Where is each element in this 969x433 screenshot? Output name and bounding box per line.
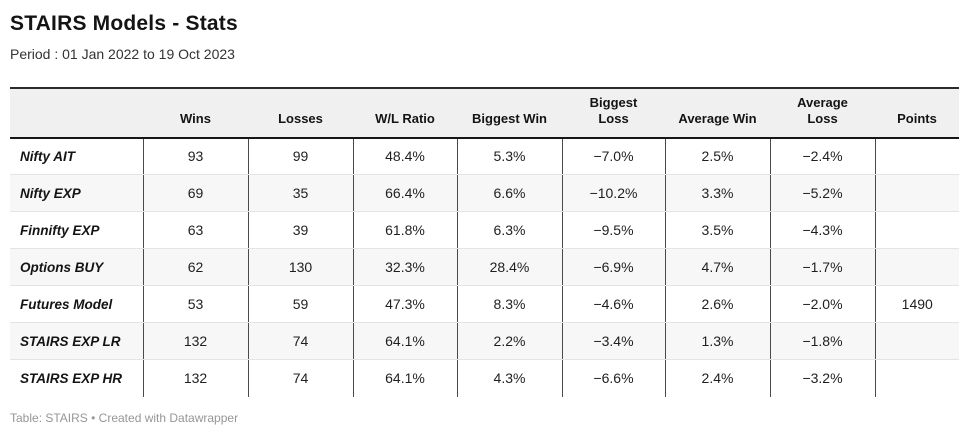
cell: 2.4% — [664, 359, 770, 397]
page-subtitle: Period : 01 Jan 2022 to 19 Oct 2023 — [10, 46, 235, 62]
row-label: STAIRS EXP LR — [10, 322, 143, 360]
footer-credit: Table: STAIRS • Created with Datawrapper — [10, 410, 239, 425]
cell: 63 — [142, 211, 248, 249]
cell: 93 — [142, 137, 248, 175]
table-row-stairs-exp-lr: STAIRS EXP LR 132 74 64.1% 2.2% −3.4% 1.… — [10, 322, 959, 360]
cell — [874, 248, 959, 286]
table-row-futures-model: Futures Model 53 59 47.3% 8.3% −4.6% 2.6… — [10, 285, 959, 323]
table-row-finnifty-exp: Finnifty EXP 63 39 61.8% 6.3% −9.5% 3.5%… — [10, 211, 959, 249]
cell: −7.0% — [561, 137, 665, 175]
cell: 39 — [247, 211, 353, 249]
cell: 3.5% — [664, 211, 770, 249]
row-label: STAIRS EXP HR — [20, 370, 123, 386]
cell: 5.3% — [456, 137, 562, 175]
cell: −1.7% — [769, 248, 875, 286]
cell — [874, 211, 959, 249]
cell — [874, 359, 959, 397]
cell: −9.5% — [561, 211, 665, 249]
cell: −5.2% — [769, 174, 875, 212]
cell: 4.7% — [664, 248, 770, 286]
cell: −2.0% — [769, 285, 875, 323]
cell: 35 — [247, 174, 353, 212]
table-row-nifty-ait: Nifty AIT 93 99 48.4% 5.3% −7.0% 2.5% −2… — [10, 137, 959, 175]
cell: 3.3% — [664, 174, 770, 212]
cell: −4.6% — [561, 285, 665, 323]
column-header-average-loss: Average Loss — [770, 87, 875, 139]
cell: −4.3% — [769, 211, 875, 249]
cell: 6.6% — [456, 174, 562, 212]
cell: 69 — [142, 174, 248, 212]
column-header-losses: Losses — [248, 87, 353, 139]
cell: 74 — [247, 359, 353, 397]
cell: −2.4% — [769, 137, 875, 175]
table-header: Wins Losses W/L Ratio Biggest Win Bigges… — [10, 87, 959, 139]
cell: 8.3% — [456, 285, 562, 323]
table-body: Nifty AIT 93 99 48.4% 5.3% −7.0% 2.5% −2… — [10, 137, 959, 397]
cell: 64.1% — [352, 359, 457, 397]
column-header-biggest-loss: Biggest Loss — [562, 87, 665, 139]
cell: 2.5% — [664, 137, 770, 175]
cell: 48.4% — [352, 137, 457, 175]
cell: 1490 — [874, 285, 959, 323]
cell: 61.8% — [352, 211, 457, 249]
cell: −3.4% — [561, 322, 665, 360]
page-title: STAIRS Models - Stats — [10, 12, 238, 35]
cell — [874, 174, 959, 212]
header-row: Wins Losses W/L Ratio Biggest Win Bigges… — [10, 87, 959, 139]
row-label: Options BUY — [10, 248, 143, 286]
column-header-average-win: Average Win — [665, 87, 770, 139]
cell — [874, 322, 959, 360]
cell: −1.8% — [769, 322, 875, 360]
cell: 32.3% — [352, 248, 457, 286]
cell: 99 — [247, 137, 353, 175]
cell: 2.6% — [664, 285, 770, 323]
cell: 4.3% — [456, 359, 562, 397]
cell: 47.3% — [352, 285, 457, 323]
cell: 74 — [247, 322, 353, 360]
cell: 132 — [142, 359, 248, 397]
column-header-biggest-win: Biggest Win — [457, 87, 562, 139]
cell: 28.4% — [456, 248, 562, 286]
cell: −10.2% — [561, 174, 665, 212]
table-row-stairs-exp-hr: STAIRS EXP HR 132 74 64.1% 4.3% −6.6% 2.… — [10, 359, 959, 397]
table-row-options-buy: Options BUY 62 130 32.3% 28.4% −6.9% 4.7… — [10, 248, 959, 286]
row-label: Nifty EXP — [10, 174, 143, 212]
cell: 132 — [142, 322, 248, 360]
row-label: Nifty AIT — [10, 137, 143, 175]
cell: 66.4% — [352, 174, 457, 212]
cell: −3.2% — [769, 359, 875, 397]
column-header-wins: Wins — [143, 87, 248, 139]
cell: 64.1% — [352, 322, 457, 360]
cell: 6.3% — [456, 211, 562, 249]
table-row-nifty-exp: Nifty EXP 69 35 66.4% 6.6% −10.2% 3.3% −… — [10, 174, 959, 212]
cell: 53 — [142, 285, 248, 323]
cell: 59 — [247, 285, 353, 323]
row-label: Futures Model — [10, 285, 143, 323]
cell: −6.6% — [561, 359, 665, 397]
cell: 62 — [142, 248, 248, 286]
cell — [874, 137, 959, 175]
stats-table: Wins Losses W/L Ratio Biggest Win Bigges… — [10, 87, 959, 397]
column-header-points: Points — [875, 87, 959, 139]
column-header-blank — [10, 87, 143, 139]
cell: 2.2% — [456, 322, 562, 360]
column-header-wl-ratio: W/L Ratio — [353, 87, 457, 139]
cell: 1.3% — [664, 322, 770, 360]
cell: −6.9% — [561, 248, 665, 286]
row-label: Finnifty EXP — [10, 211, 143, 249]
cell: 130 — [247, 248, 353, 286]
